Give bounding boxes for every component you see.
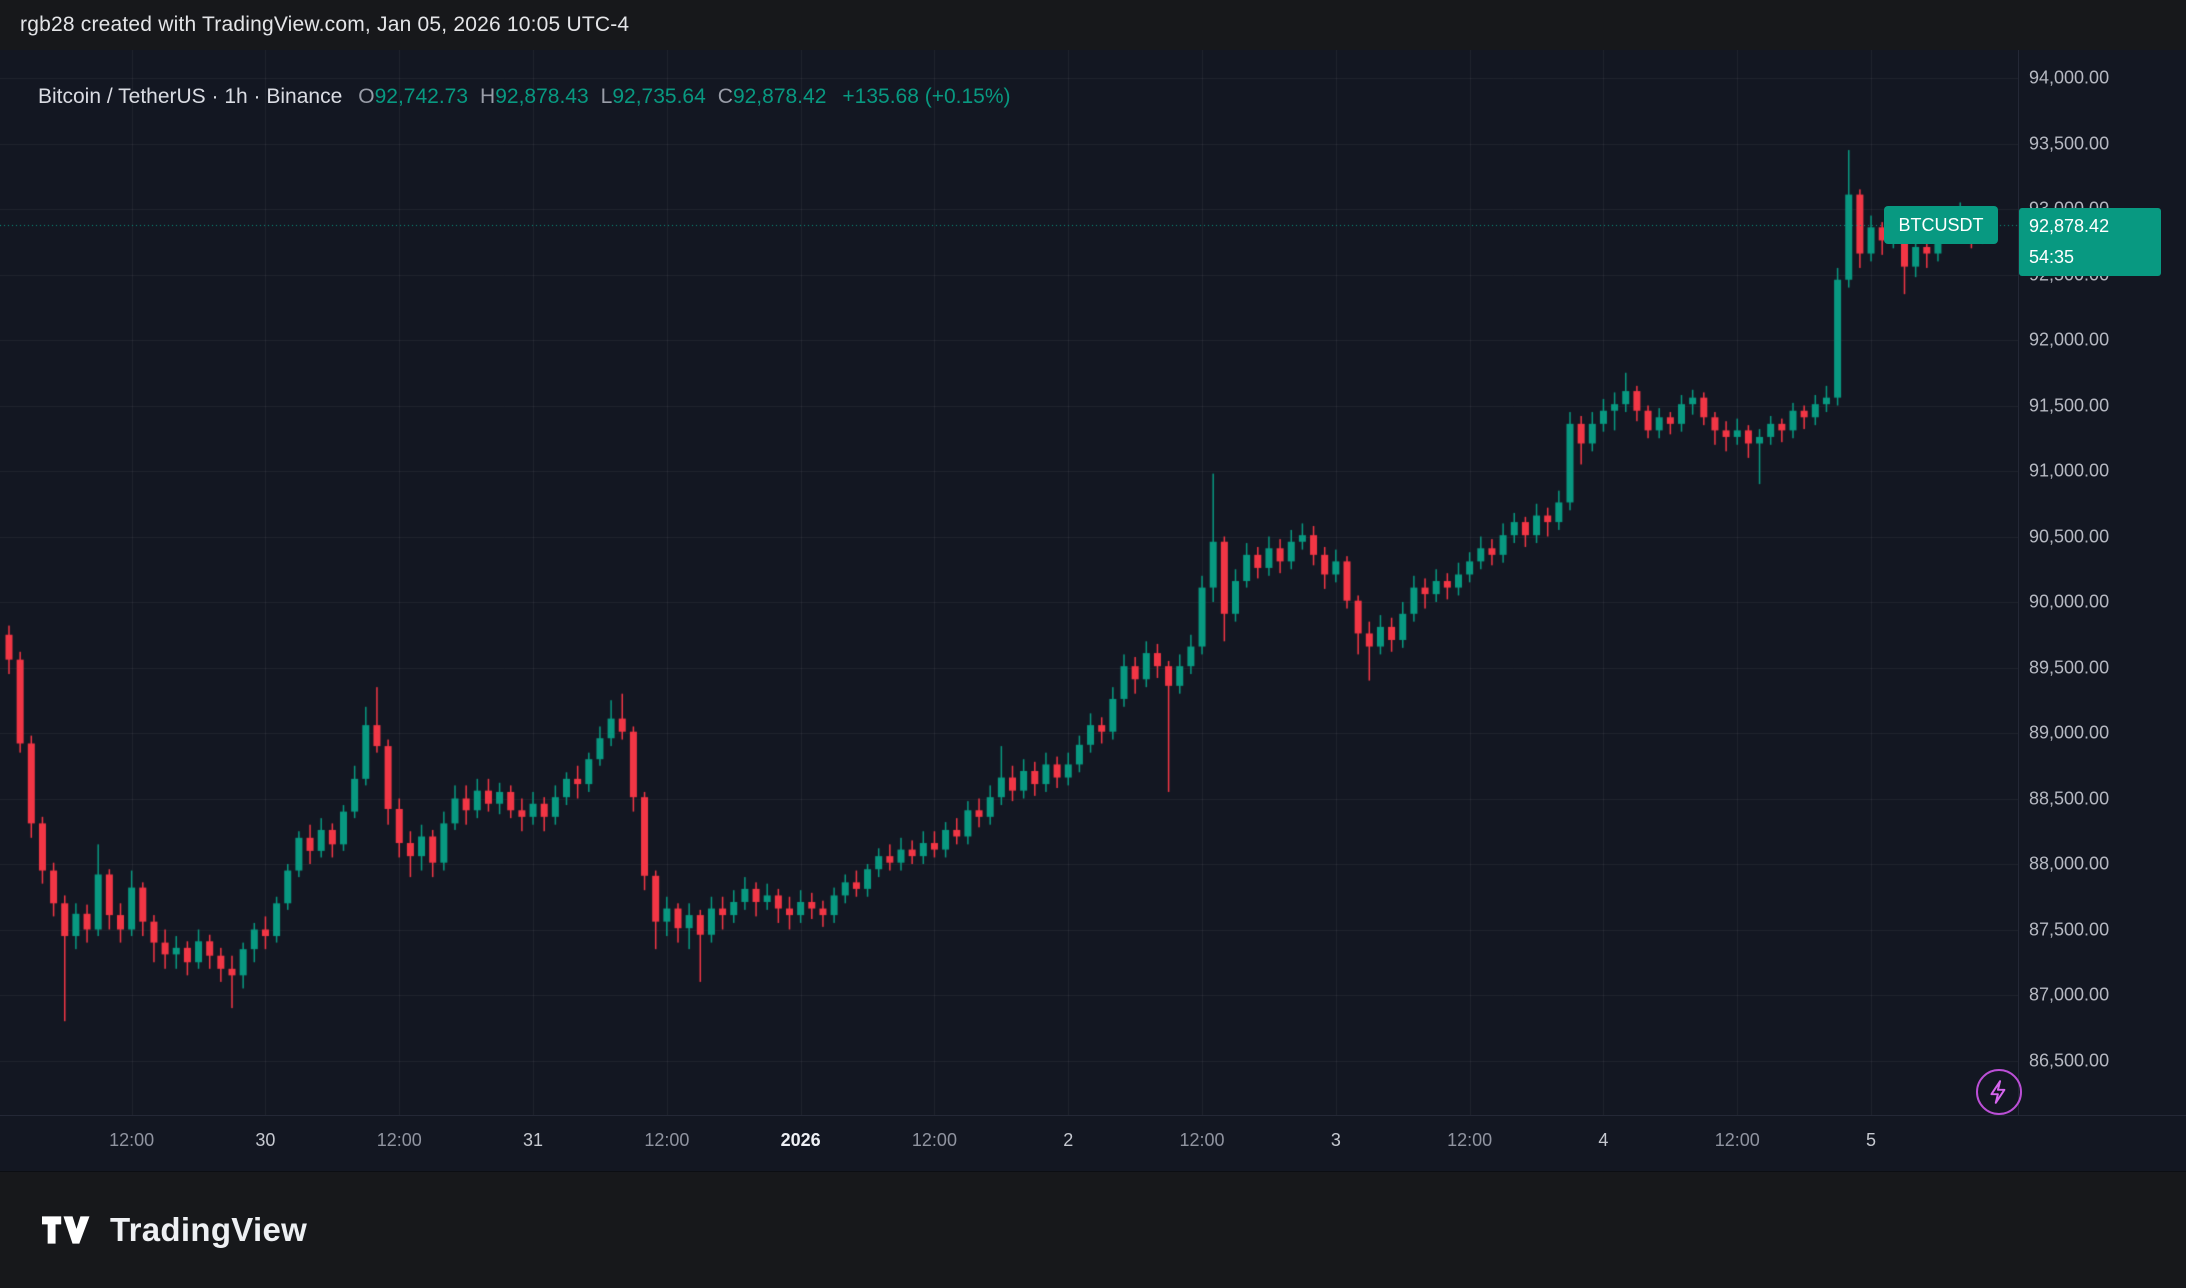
time-axis-label: 12:00 (376, 1130, 422, 1150)
time-axis-label: 12:00 (911, 1130, 957, 1150)
price-axis-label: 91,000.00 (2029, 460, 2110, 481)
brand-name[interactable]: TradingView (110, 1211, 308, 1248)
last-price: 92,878.42 (2029, 215, 2110, 236)
tradingview-logo-icon (42, 1216, 90, 1244)
price-axis-label: 91,500.00 (2029, 395, 2110, 415)
ohlc-close: C92,878.42 (717, 85, 827, 108)
price-axis-label: 87,000.00 (2029, 984, 2110, 1005)
symbol-title: Bitcoin / TetherUS · 1h · Binance (38, 85, 343, 108)
price-axis-label: 94,000.00 (2029, 67, 2110, 88)
price-axis-label: 89,000.00 (2029, 722, 2110, 743)
ohlc-values: O92,742.73 H92,878.43 L92,735.64 C92,878… (358, 85, 826, 109)
price-axis-label: 90,000.00 (2029, 591, 2110, 612)
attribution-bar: rgb28 created with TradingView.com, Jan … (0, 0, 2186, 51)
time-axis-label: 12:00 (109, 1130, 155, 1150)
symbol-price-tag: BTCUSDT (1884, 205, 1998, 244)
ohlc-high: H92,878.43 (480, 85, 589, 108)
time-axis-label: 2 (1063, 1130, 1074, 1150)
price-change: +135.68 (+0.15%) (842, 85, 1011, 108)
attribution-text: rgb28 created with TradingView.com, Jan … (20, 13, 630, 36)
time-axis-label: 4 (1598, 1130, 1609, 1150)
lightning-bolt-glyph (1990, 1080, 2006, 1104)
time-axis-label: 30 (255, 1130, 276, 1150)
ohlc-open: O92,742.73 (358, 85, 469, 108)
legend: Bitcoin / TetherUS · 1h · Binance O92,74… (38, 85, 1011, 109)
price-axis-label: 93,500.00 (2029, 133, 2110, 153)
time-axis-label: 12:00 (1179, 1130, 1225, 1150)
time-axis-label: 3 (1330, 1130, 1341, 1150)
lightning-boost-icon[interactable] (1976, 1069, 2022, 1115)
candlestick-canvas[interactable] (0, 50, 2018, 1115)
price-badge: 92,878.42 54:35 (2019, 207, 2161, 276)
time-axis-label: 12:00 (644, 1130, 690, 1150)
bar-countdown: 54:35 (2029, 246, 2075, 267)
chart-region: Bitcoin / TetherUS · 1h · Binance O92,74… (0, 50, 2186, 1171)
tradingview-logo[interactable] (42, 1213, 94, 1247)
time-axis-label: 12:00 (1714, 1130, 1760, 1150)
footer-bar: TradingView (0, 1171, 2186, 1288)
price-axis-label: 92,000.00 (2029, 329, 2110, 350)
price-axis-label: 86,500.00 (2029, 1050, 2110, 1070)
price-axis-label: 90,500.00 (2029, 526, 2110, 546)
time-axis-label: 5 (1866, 1130, 1877, 1150)
time-axis-label: 2026 (780, 1130, 821, 1150)
time-axis-label: 31 (523, 1130, 544, 1150)
price-axis-label: 89,500.00 (2029, 657, 2110, 677)
price-axis-label: 88,500.00 (2029, 788, 2110, 808)
time-scale[interactable]: 12:00 30 12:00 31 12:00 2026 12:00 2 12:00 3 12:00… (0, 1115, 2186, 1172)
time-axis-label: 12:00 (1447, 1130, 1493, 1150)
ohlc-low: L92,735.64 (600, 85, 706, 108)
price-axis-label: 87,500.00 (2029, 919, 2110, 939)
price-axis-label: 88,000.00 (2029, 853, 2110, 874)
